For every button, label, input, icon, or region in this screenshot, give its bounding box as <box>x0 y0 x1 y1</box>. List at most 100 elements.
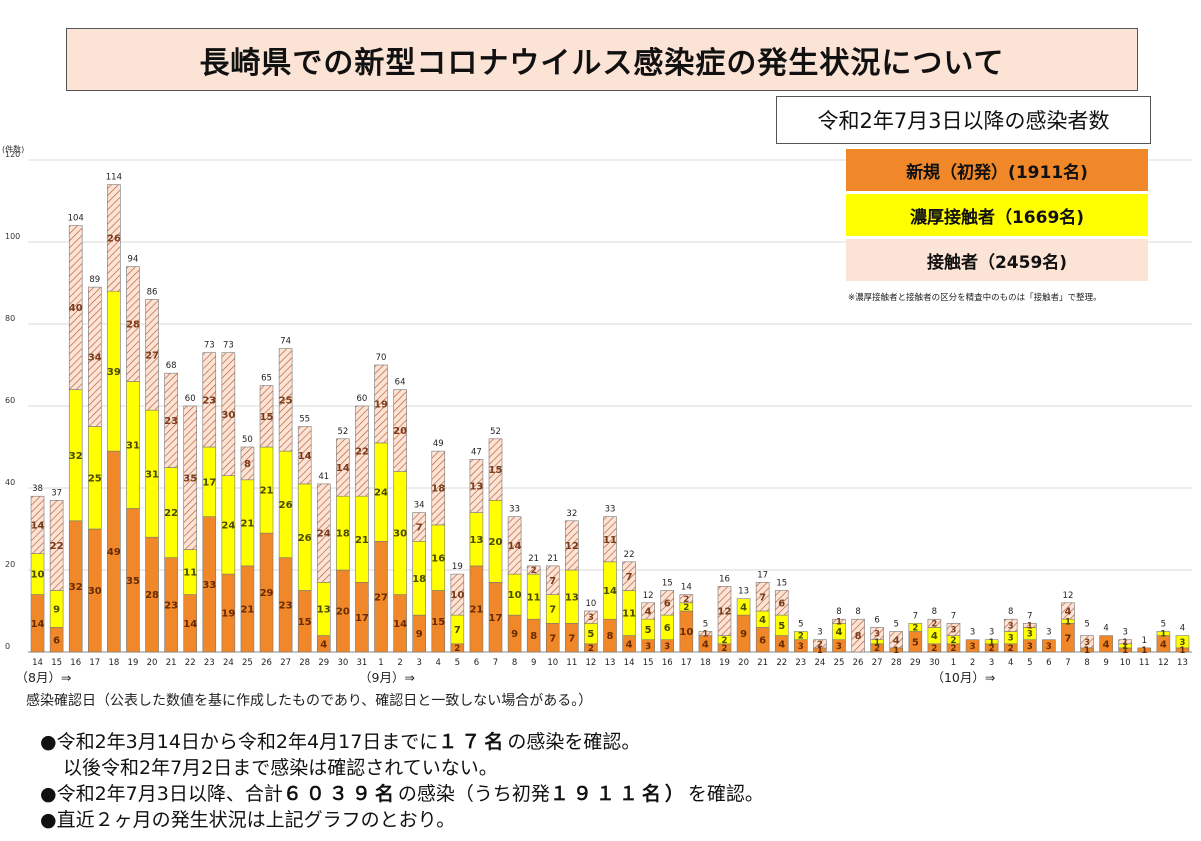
x-tick-label: 8 <box>512 658 517 668</box>
data-label-new: 1 <box>1122 646 1128 656</box>
bar-segment-contact <box>774 590 789 616</box>
x-tick-label: 11 <box>1139 658 1150 668</box>
data-label-close: 11 <box>527 592 541 603</box>
summary-notes: ●令和2年3月14日から令和2年4月17日までに１７名の感染を確認。 以後令和2… <box>40 729 764 833</box>
bar-segment-contact <box>851 618 865 653</box>
total-label: 41 <box>318 472 329 482</box>
note-3-new-count: １９１１名） <box>549 783 688 805</box>
bar-segment-contact <box>1061 602 1075 620</box>
x-tick-label: 1 <box>951 658 956 668</box>
legend-note: ※濃厚接触者と接触者の区分を精査中のものは「接触者」で整理。 <box>848 293 1102 303</box>
legend-label-contact: 接触者（2459名) <box>926 252 1068 273</box>
x-tick-label: 14 <box>32 658 43 668</box>
x-tick-label: 30 <box>337 658 348 668</box>
data-label-contact: 14 <box>336 463 350 474</box>
y-tick-label: 0 <box>5 642 10 651</box>
data-label-close: 13 <box>565 592 579 603</box>
data-label-close: 24 <box>374 488 388 499</box>
legend-item-close-contact: 濃厚接触者（1669名) <box>846 194 1148 236</box>
data-label-contact: 8 <box>855 631 862 642</box>
bar-segment-new <box>1099 635 1113 653</box>
total-label: 21 <box>547 554 558 564</box>
data-label-contact: 23 <box>202 395 216 406</box>
total-label: 60 <box>185 394 196 404</box>
x-tick-label: 23 <box>204 658 215 668</box>
data-label-contact: 13 <box>469 482 483 493</box>
note-4-text: ●直近２ヶ月の発生状況は上記グラフのとおり。 <box>40 809 456 831</box>
data-label-close: 21 <box>355 535 369 546</box>
bar-segment-contact <box>946 622 961 636</box>
data-label-contact: 28 <box>126 320 140 331</box>
data-label-new: 17 <box>355 613 369 624</box>
bar-segment-contact <box>240 446 255 481</box>
data-label-contact: 2 <box>931 619 937 629</box>
x-tick-label: 2 <box>970 658 975 668</box>
bar-segment-contact <box>622 561 636 591</box>
data-label-new: 2 <box>931 644 937 654</box>
total-label: 89 <box>89 275 100 285</box>
bar-segment-new <box>1137 647 1152 653</box>
data-label-close: 31 <box>126 441 140 452</box>
y-tick-label: 20 <box>5 560 15 569</box>
bar-segment-contact <box>813 639 827 649</box>
data-label-close: 26 <box>279 500 293 511</box>
data-label-close: 32 <box>69 451 83 462</box>
data-label-new: 15 <box>431 617 445 628</box>
data-label-contact: 3 <box>874 630 880 640</box>
bar-segment-close <box>736 598 751 616</box>
data-label-contact: 22 <box>50 541 64 552</box>
data-label-new: 1 <box>893 646 899 656</box>
total-label: 5 <box>1161 620 1166 630</box>
x-tick-label: 30 <box>929 658 940 668</box>
bar-segment-new <box>1042 639 1056 653</box>
data-label-new: 6 <box>759 635 766 646</box>
bar-segment-close <box>984 639 999 645</box>
data-label-close: 1 <box>1160 630 1166 640</box>
total-label: 4 <box>1103 624 1108 634</box>
bar-segment-close <box>794 631 808 640</box>
data-label-new: 2 <box>454 644 460 654</box>
x-tick-label: 8 <box>1084 658 1089 668</box>
bar-segment-close <box>1156 631 1171 636</box>
bar-segment-contact <box>641 602 655 620</box>
x-tick-label: 19 <box>128 658 139 668</box>
data-label-contact: 10 <box>450 590 464 601</box>
total-label: 7 <box>913 611 918 621</box>
total-label: 3 <box>817 628 822 638</box>
data-label-close: 11 <box>183 568 197 579</box>
x-tick-label: 16 <box>662 658 673 668</box>
total-label: 33 <box>509 505 520 515</box>
x-tick-label: 29 <box>910 658 921 668</box>
total-label: 1 <box>1142 636 1147 646</box>
x-tick-label: 25 <box>242 658 253 668</box>
data-label-new: 21 <box>240 605 254 616</box>
data-label-contact: 18 <box>431 484 445 495</box>
data-label-contact: 2 <box>531 566 537 576</box>
y-tick-label: 40 <box>5 478 15 487</box>
bar-segment-contact <box>1023 622 1037 628</box>
x-tick-label: 13 <box>605 658 616 668</box>
x-tick-label: 20 <box>147 658 158 668</box>
x-tick-label: 2 <box>397 658 402 668</box>
bar-segment-contact <box>755 581 770 612</box>
data-label-contact: 4 <box>1064 607 1071 618</box>
total-label: 15 <box>776 579 787 589</box>
total-label: 3 <box>989 628 994 638</box>
data-label-new: 10 <box>679 627 693 638</box>
bar-segment-contact <box>507 516 522 575</box>
total-label: 7 <box>1027 611 1032 621</box>
x-tick-label: 24 <box>814 658 825 668</box>
data-label-close: 25 <box>88 473 102 484</box>
y-tick-label: 120 <box>5 150 20 159</box>
x-tick-label: 15 <box>51 658 62 668</box>
bar-segment-contact <box>355 405 369 497</box>
bar-segment-contact <box>889 631 904 649</box>
bar-segment-close <box>908 622 923 632</box>
legend-label-close-contact: 濃厚接触者（1669名) <box>909 207 1085 228</box>
data-label-new: 1 <box>817 646 823 656</box>
data-label-contact: 3 <box>1084 638 1090 648</box>
data-label-contact: 3 <box>588 613 594 623</box>
x-tick-label: 19 <box>719 658 730 668</box>
data-label-new: 4 <box>1160 639 1167 650</box>
y-tick-label: 80 <box>5 314 15 323</box>
